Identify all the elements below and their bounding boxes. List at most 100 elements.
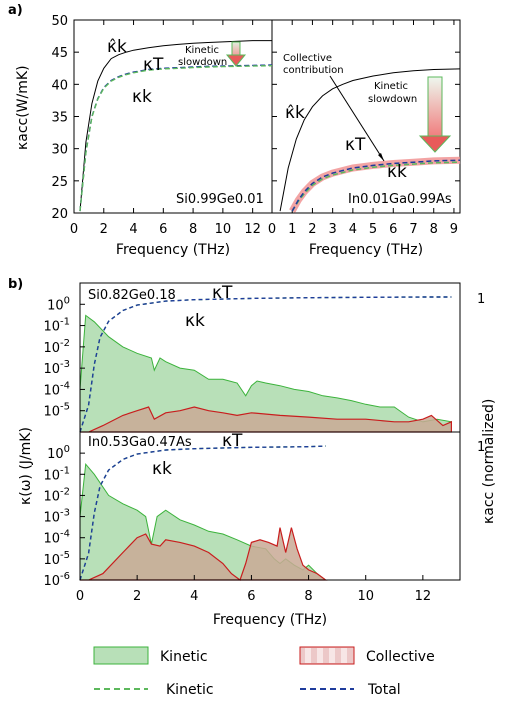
panel-b-top-y2tick: 1 bbox=[477, 292, 485, 307]
a-right-kT-line bbox=[291, 159, 461, 212]
legend-total-label: Total bbox=[367, 682, 401, 698]
legend-kinetic-swatch bbox=[93, 646, 149, 665]
a-right-xtick-label: 8 bbox=[430, 222, 438, 237]
legend-kinetic-fill-label: Kinetic bbox=[160, 649, 208, 665]
a-right-xtick-label: 1 bbox=[288, 222, 296, 237]
a-right-ann-collective: Collective bbox=[283, 53, 332, 64]
a-ytick-label: 25 bbox=[51, 175, 68, 190]
panel-b-top-area bbox=[79, 296, 452, 433]
b-bottom-label-kT: κT bbox=[222, 431, 243, 451]
a-left-ann-slowdown: slowdown bbox=[178, 57, 227, 68]
panel-a-right-xlabel: Frequency (THz) bbox=[309, 242, 423, 258]
a-ytick-label: 45 bbox=[51, 46, 68, 61]
a-right-ann-pointer bbox=[329, 75, 385, 162]
a-ytick-label: 20 bbox=[51, 207, 68, 222]
a-right-ann-contribution: contribution bbox=[283, 65, 344, 76]
panel-b-top-yticks: 100 10-1 10-2 10-3 10-4 10-5 bbox=[43, 295, 85, 420]
panel-b-bottom-frame bbox=[79, 431, 461, 581]
a-right-label-kk: κk bbox=[387, 162, 407, 182]
a-right-ann-slowdown: slowdown bbox=[368, 94, 417, 105]
b-bottom-ytick-label: 10-3 bbox=[43, 508, 70, 526]
panel-a-left-ticks: 0 2 4 6 8 10 12 bbox=[70, 20, 261, 237]
b-top-ytick-label: 10-3 bbox=[43, 359, 70, 377]
b-top-label-kk: κk bbox=[185, 311, 205, 331]
legend-kinetic-line-label: Kinetic bbox=[166, 682, 214, 698]
a-ytick-label: 35 bbox=[51, 111, 68, 126]
a-right-sample: In0.01Ga0.99As bbox=[348, 192, 452, 207]
panel-a-right-curves bbox=[279, 68, 461, 213]
b-bottom-label-kk: κk bbox=[152, 459, 172, 479]
b-xtick-label: 2 bbox=[133, 589, 141, 604]
a-left-sample: Si0.99Ge0.01 bbox=[176, 192, 264, 207]
a-ytick-label: 40 bbox=[51, 78, 68, 93]
a-right-label-khat: κ̂k bbox=[285, 103, 305, 123]
a-left-xtick-label: 0 bbox=[70, 222, 78, 237]
b-bottom-ytick-label: 10-1 bbox=[43, 465, 70, 483]
b-top-kinetic-area bbox=[79, 314, 452, 433]
a-right-xtick-label: 5 bbox=[369, 222, 377, 237]
a-left-xtick-label: 8 bbox=[189, 222, 197, 237]
b-bottom-ytick-label: 10-2 bbox=[43, 486, 70, 504]
a-right-arrow bbox=[418, 76, 452, 153]
panel-b-ylabel: κ(ω) (J/mK) bbox=[18, 427, 34, 505]
a-left-xtick-label: 10 bbox=[215, 222, 232, 237]
a-right-xtick-label: 3 bbox=[329, 222, 337, 237]
panel-b-xlabel: Frequency (THz) bbox=[213, 612, 327, 628]
a-right-ann-kinetic: Kinetic bbox=[374, 81, 408, 92]
b-bottom-ytick-label: 10-4 bbox=[43, 529, 70, 547]
legend: Kinetic Collective Kinetic Total bbox=[93, 646, 435, 698]
b-top-total-acc-line bbox=[79, 296, 452, 433]
b-top-ytick-label: 10-1 bbox=[43, 317, 70, 335]
a-right-ann-pointer-head bbox=[378, 153, 384, 161]
b-xtick-label: 4 bbox=[190, 589, 198, 604]
b-bottom-ytick-label: 10-6 bbox=[43, 571, 70, 589]
a-left-label-khat: κ̂k bbox=[107, 37, 127, 57]
a-right-xtick-label: 9 bbox=[450, 222, 458, 237]
a-ytick-label: 30 bbox=[51, 143, 68, 158]
a-right-xtick-label: 7 bbox=[409, 222, 417, 237]
b-top-label-kT: κT bbox=[212, 283, 233, 303]
b-bottom-sample: In0.53Ga0.47As bbox=[88, 435, 192, 450]
panel-a-left-curves bbox=[79, 40, 273, 212]
b-xtick-label: 0 bbox=[76, 589, 84, 604]
a-right-xtick-label: 2 bbox=[308, 222, 316, 237]
a-left-xtick-label: 4 bbox=[129, 222, 137, 237]
panel-a-left-frame bbox=[73, 19, 273, 214]
a-right-khat-line bbox=[279, 68, 461, 212]
b-top-collective-area bbox=[80, 406, 452, 433]
panel-a-ylabel: κacc(W/mK) bbox=[15, 65, 31, 150]
a-left-kT-line bbox=[79, 64, 273, 212]
panel-b-bottom-area bbox=[79, 445, 328, 581]
a-left-xtick-label: 6 bbox=[159, 222, 167, 237]
a-right-xtick-label: 4 bbox=[349, 222, 357, 237]
a-ytick-label: 50 bbox=[51, 14, 68, 29]
a-left-label-kk: κk bbox=[132, 87, 152, 107]
panel-a-y-ticks: 20 25 30 35 40 45 50 bbox=[51, 14, 460, 222]
panel-b-y2label: κacc (normalized) bbox=[481, 399, 497, 524]
panel-b-label: b) bbox=[8, 277, 23, 292]
a-left-khat-line bbox=[79, 40, 272, 212]
a-left-label-kT: κT bbox=[143, 55, 164, 75]
a-right-label-kT: κT bbox=[345, 135, 366, 155]
panel-b-bottom-yticks: 100 10-1 10-2 10-3 10-4 10-5 10-6 bbox=[43, 444, 85, 589]
b-xtick-label: 8 bbox=[304, 589, 312, 604]
a-right-xtick-label: 6 bbox=[389, 222, 397, 237]
panel-a-label: a) bbox=[8, 3, 23, 18]
b-xtick-label: 6 bbox=[247, 589, 255, 604]
b-top-ytick-label: 10-5 bbox=[43, 402, 70, 420]
panel-b-xticks: 0 2 4 6 8 10 12 bbox=[76, 575, 431, 604]
b-top-sample: Si0.82Ge0.18 bbox=[88, 288, 176, 303]
b-xtick-label: 10 bbox=[357, 589, 374, 604]
a-left-ann-kinetic: Kinetic bbox=[185, 45, 219, 56]
b-xtick-label: 12 bbox=[415, 589, 432, 604]
b-bottom-ytick-label: 100 bbox=[47, 444, 70, 462]
a-left-xtick-label: 12 bbox=[244, 222, 261, 237]
a-left-kk-line bbox=[79, 65, 273, 212]
a-right-kk-line bbox=[291, 161, 461, 212]
panel-b-bottom-y2tick: 1 bbox=[477, 440, 485, 455]
a-left-xtick-label: 2 bbox=[100, 222, 108, 237]
